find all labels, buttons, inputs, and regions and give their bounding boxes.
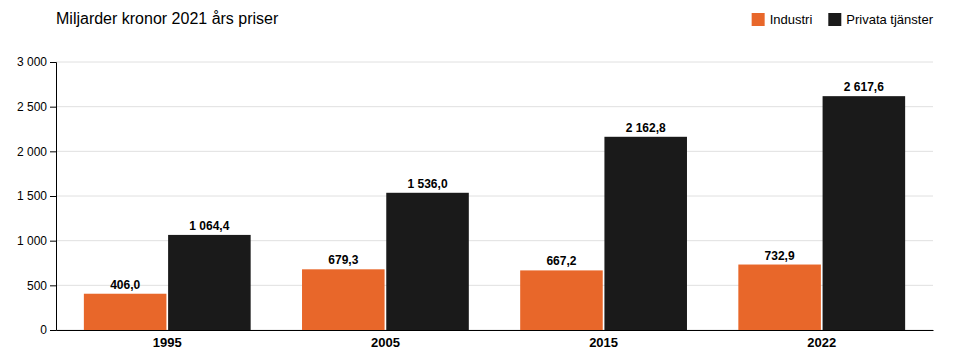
- x-tick-label: 2015: [589, 335, 618, 350]
- x-tick-label: 2022: [807, 335, 836, 350]
- legend: Industri Privata tjänster: [752, 12, 934, 27]
- data-label: 679,3: [328, 253, 358, 267]
- legend-label: Industri: [770, 12, 813, 27]
- y-tick: 500: [27, 279, 56, 293]
- bar: [386, 193, 469, 330]
- bar: [84, 294, 167, 330]
- y-tick-label: 2 500: [17, 100, 47, 114]
- y-tick-mark: [50, 241, 56, 242]
- data-label: 1 064,4: [189, 219, 229, 233]
- y-axis-line: [50, 63, 57, 331]
- x-tick: 2015: [589, 330, 618, 350]
- x-tick-label: 1995: [153, 335, 182, 350]
- x-tick: 2005: [371, 330, 400, 350]
- y-tick-mark: [50, 196, 56, 197]
- grid-line: [56, 151, 933, 152]
- plot: 0 500 1 000 1 500 2 000 2 500 3 000 1995 2005 201…: [17, 55, 934, 350]
- data-label: 732,9: [765, 249, 795, 263]
- bar: [520, 270, 603, 330]
- y-tick-mark: [50, 151, 56, 152]
- bar: [302, 269, 385, 330]
- data-label: 406,0: [110, 278, 140, 292]
- legend-item: Industri: [752, 12, 813, 27]
- x-tick: 2022: [807, 330, 836, 350]
- y-tick-mark: [50, 107, 56, 108]
- y-tick-label: 2 000: [17, 145, 47, 159]
- y-tick-label: 500: [27, 279, 47, 293]
- y-tick-mark: [50, 330, 56, 331]
- data-label: 1 536,0: [408, 177, 448, 191]
- y-tick: 0: [40, 323, 56, 337]
- data-label: 2 617,6: [844, 80, 884, 94]
- grid-line: [56, 106, 933, 107]
- x-tick-label: 2005: [371, 335, 400, 350]
- y-tick: 1 000: [17, 234, 56, 248]
- y-tick-label: 3 000: [17, 55, 47, 69]
- legend-swatch: [828, 13, 841, 26]
- y-tick-mark: [50, 285, 56, 286]
- chart: 0 500 1 000 1 500 2 000 2 500 3 000 1995 2005 201…: [0, 0, 957, 364]
- grid: [56, 62, 933, 330]
- bar: [168, 235, 251, 330]
- bar: [738, 265, 821, 330]
- x-axis: 1995 2005 2015 2022: [57, 330, 934, 350]
- data-labels: 406,0 679,3 667,2 732,9 1 064,4 1 536,0 2 162,…: [110, 80, 884, 292]
- y-tick-mark: [50, 62, 56, 63]
- data-label: 667,2: [546, 254, 576, 268]
- y-axis: 0 500 1 000 1 500 2 000 2 500 3 000: [17, 55, 57, 337]
- legend-item: Privata tjänster: [828, 12, 933, 27]
- x-axis-line: [57, 330, 934, 331]
- grid-line: [56, 196, 933, 197]
- bar: [604, 137, 687, 330]
- legend-label: Privata tjänster: [846, 12, 933, 27]
- y-tick: 2 500: [17, 100, 56, 114]
- legend-swatch: [752, 13, 765, 26]
- y-tick: 1 500: [17, 189, 56, 203]
- y-tick: 3 000: [17, 55, 56, 69]
- x-tick: 1995: [153, 330, 182, 350]
- title: Miljarder kronor 2021 års priser: [56, 10, 279, 27]
- y-tick-label: 1 000: [17, 234, 47, 248]
- bar: [823, 96, 906, 330]
- grid-line: [56, 62, 933, 63]
- data-label: 2 162,8: [626, 121, 666, 135]
- y-tick: 2 000: [17, 145, 56, 159]
- y-tick-label: 0: [40, 323, 47, 337]
- y-tick-label: 1 500: [17, 189, 47, 203]
- bars: [84, 96, 905, 330]
